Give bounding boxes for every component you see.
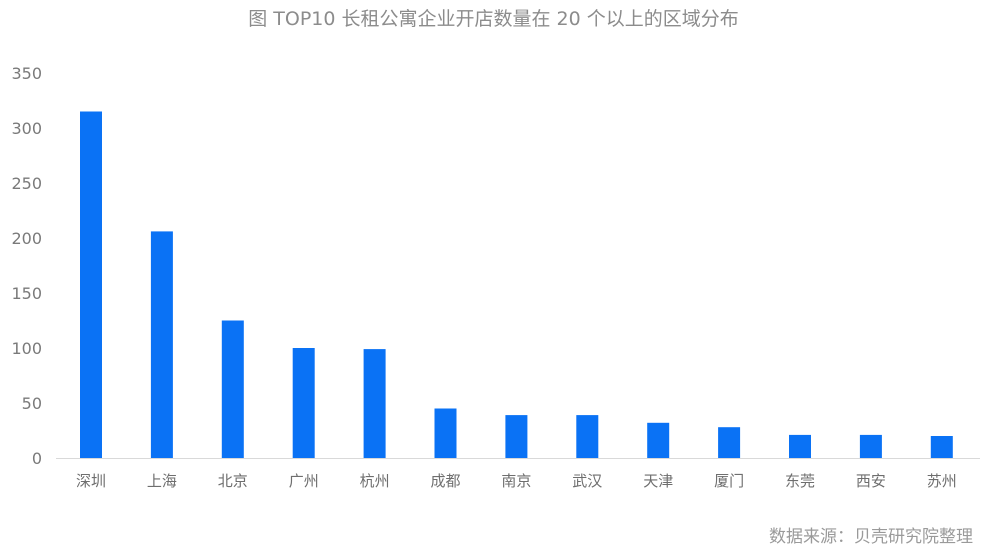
bar-苏州 <box>930 436 953 458</box>
bar-西安 <box>859 434 882 458</box>
bar-南京 <box>505 415 528 458</box>
bar-上海 <box>150 231 173 458</box>
y-tick-label: 300 <box>11 119 42 138</box>
y-tick-label: 350 <box>11 64 42 83</box>
x-category-label: 成都 <box>430 472 460 490</box>
y-tick-label: 50 <box>22 394 42 413</box>
y-tick-label: 100 <box>11 339 42 358</box>
chart-title: 图 TOP10 长租公寓企业开店数量在 20 个以上的区域分布 <box>248 8 739 30</box>
y-tick-label: 150 <box>11 284 42 303</box>
bar-深圳 <box>80 111 102 458</box>
bar-武汉 <box>576 415 599 458</box>
y-tick-label: 200 <box>11 229 42 248</box>
x-category-label: 武汉 <box>572 472 602 490</box>
y-tick-label: 250 <box>11 174 42 193</box>
x-category-label: 苏州 <box>927 472 957 490</box>
source-note: 数据来源：贝壳研究院整理 <box>769 527 973 547</box>
bar-厦门 <box>718 427 741 458</box>
x-category-label: 北京 <box>218 472 248 490</box>
bar-天津 <box>647 422 670 458</box>
bar-杭州 <box>363 349 386 458</box>
x-category-label: 深圳 <box>76 472 106 490</box>
x-category-label: 厦门 <box>714 472 744 490</box>
y-tick-label: 0 <box>32 449 42 468</box>
y-axis-tick-labels: 0 50 100 150 200 250 300 350 <box>11 64 42 468</box>
bar-东莞 <box>789 434 811 458</box>
x-category-label: 广州 <box>289 472 319 490</box>
bars <box>80 111 953 458</box>
x-category-label: 东莞 <box>785 472 815 490</box>
bar-广州 <box>292 348 315 458</box>
x-category-label: 上海 <box>147 472 177 490</box>
x-axis-tick-labels: 深圳 上海 北京 广州 杭州 成都 南京 武汉 天津 厦门 东莞 西安 苏州 <box>76 472 957 490</box>
bar-北京 <box>221 320 244 458</box>
bar-成都 <box>434 408 457 458</box>
x-category-label: 西安 <box>856 472 886 490</box>
x-category-label: 天津 <box>643 472 673 490</box>
x-category-label: 杭州 <box>360 472 390 490</box>
x-category-label: 南京 <box>501 472 531 490</box>
